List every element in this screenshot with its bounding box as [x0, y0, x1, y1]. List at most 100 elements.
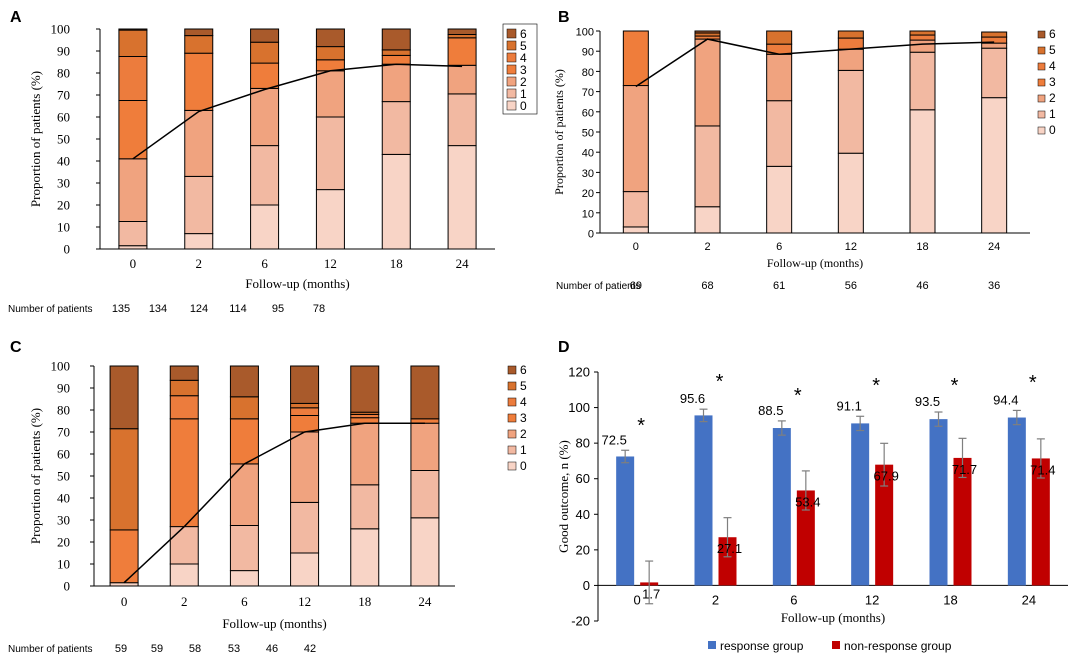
bar-segment-6 — [315, 28, 345, 48]
y-axis-title: Proportion of patients (%) — [28, 71, 43, 207]
patient-count: 36 — [988, 280, 1000, 292]
legend-label: 2 — [1049, 91, 1056, 105]
bar-segment-2 — [118, 158, 148, 223]
patient-count: 61 — [773, 280, 785, 292]
bar-segment-3 — [381, 54, 411, 65]
y-tick-label: 80 — [57, 66, 70, 81]
x-axis-title: Follow-up (months) — [245, 276, 349, 291]
legend-swatch — [506, 28, 517, 39]
bar-segment-6 — [184, 28, 214, 37]
legend-swatch — [506, 100, 517, 111]
y-tick-label: 120 — [568, 365, 590, 380]
bar-segment-0 — [290, 552, 320, 587]
legend-swatch — [708, 641, 716, 649]
bar-segment-0 — [837, 152, 864, 234]
y-tick-label: 60 — [57, 110, 70, 125]
bar-segment-1 — [290, 501, 320, 554]
legend-label: 5 — [520, 39, 527, 53]
y-tick-label: 60 — [57, 447, 70, 462]
outcome-line — [123, 422, 425, 584]
legend-label: 6 — [520, 363, 527, 377]
legend-swatch — [507, 365, 517, 375]
legend-swatch — [506, 40, 517, 51]
panel-label: D — [558, 339, 570, 356]
y-tick-label: 90 — [57, 44, 70, 59]
bar-segment-0 — [909, 109, 936, 234]
bar-segment-6 — [381, 28, 411, 51]
data-label: 88.5 — [758, 403, 783, 418]
legend-swatch — [1037, 62, 1046, 71]
x-tick-label: 6 — [261, 256, 268, 271]
x-tick-label: 24 — [1022, 592, 1036, 607]
significance-marker: * — [872, 375, 880, 397]
bar-segment-2 — [290, 431, 320, 503]
bar-segment-5 — [229, 396, 259, 420]
bar-segment-5 — [837, 30, 864, 39]
legend-swatch — [506, 76, 517, 87]
x-tick-label: 18 — [358, 594, 371, 609]
bar-segment-3 — [447, 37, 477, 66]
y-tick-label: 80 — [57, 403, 70, 418]
legend-label: 2 — [520, 75, 527, 89]
bar-segment-0 — [622, 226, 649, 234]
y-tick-label: 80 — [582, 67, 594, 79]
x-tick-label: 18 — [943, 592, 957, 607]
patient-count: 42 — [304, 643, 316, 655]
y-tick-label: 100 — [51, 22, 71, 37]
significance-marker: * — [794, 385, 802, 407]
patient-count: 114 — [229, 303, 247, 315]
legend-label: 1 — [520, 87, 527, 101]
x-tick-label: 2 — [181, 594, 188, 609]
x-tick-label: 12 — [324, 256, 337, 271]
patient-count: 78 — [313, 303, 325, 315]
data-label: 94.4 — [993, 392, 1018, 407]
x-tick-label: 12 — [845, 241, 857, 253]
bar-segment-2 — [315, 70, 345, 118]
x-tick-label: 24 — [988, 241, 1000, 253]
bar-segment-1 — [118, 221, 148, 247]
non-response-bar — [1031, 458, 1050, 586]
patient-count: 59 — [151, 643, 163, 655]
bar-segment-5 — [981, 31, 1008, 38]
panel-label: C — [10, 339, 22, 356]
x-tick-label: 12 — [865, 592, 879, 607]
y-tick-label: -20 — [571, 614, 590, 629]
x-tick-label: 24 — [418, 594, 432, 609]
legend-swatch — [1037, 30, 1046, 39]
bar-segment-1 — [981, 47, 1008, 99]
y-tick-label: 30 — [582, 168, 594, 180]
bar-segment-5 — [118, 29, 148, 57]
x-tick-label: 12 — [298, 594, 311, 609]
y-tick-label: 70 — [57, 425, 70, 440]
non-response-bar — [718, 537, 737, 586]
y-tick-label: 0 — [64, 242, 71, 257]
non-response-bar — [953, 457, 972, 586]
y-tick-label: 0 — [64, 579, 71, 594]
legend-label: 1 — [1049, 107, 1056, 121]
non-response-bar — [796, 490, 815, 586]
bar-segment-5 — [169, 379, 199, 397]
legend-label: 0 — [520, 99, 527, 113]
legend-swatch — [507, 413, 517, 423]
bar-segment-0 — [410, 517, 440, 587]
bar-segment-0 — [229, 570, 259, 587]
x-tick-label: 24 — [456, 256, 470, 271]
data-label: 95.6 — [680, 391, 705, 406]
legend-label: 6 — [520, 27, 527, 41]
y-tick-label: 0 — [588, 229, 594, 241]
number-of-patients-label: Number of patients — [556, 281, 641, 292]
patient-count: 68 — [701, 280, 713, 292]
bar-segment-6 — [694, 30, 721, 34]
bar-segment-3 — [229, 418, 259, 465]
bar-segment-1 — [350, 484, 380, 530]
y-tick-label: 10 — [582, 208, 594, 220]
legend-label: 3 — [520, 411, 527, 425]
bar-segment-5 — [315, 46, 345, 61]
y-tick-label: 30 — [57, 176, 70, 191]
patient-count: 59 — [115, 643, 127, 655]
significance-marker: * — [951, 375, 959, 397]
x-axis-title: Follow-up (months) — [767, 256, 863, 270]
legend-label: 6 — [1049, 27, 1056, 41]
significance-marker: * — [716, 371, 724, 393]
